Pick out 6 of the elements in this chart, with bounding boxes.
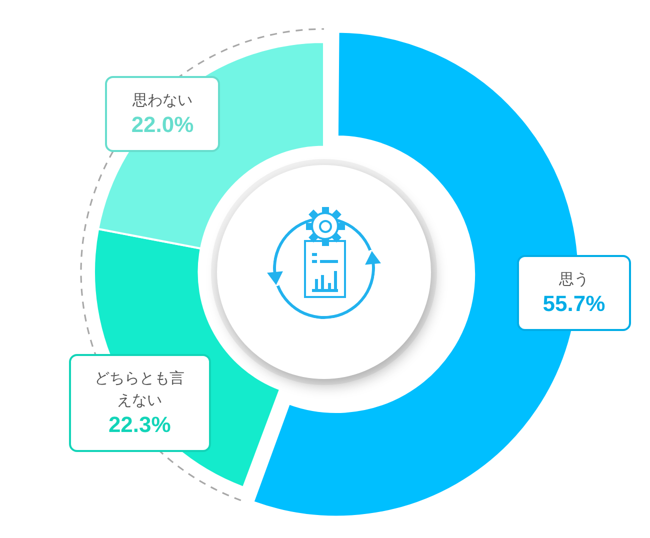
slice-label: 思わない bbox=[132, 90, 194, 111]
data-label: 22.0% bbox=[131, 110, 194, 139]
data-label: 55.7% bbox=[542, 290, 606, 318]
slice-label: 思う bbox=[558, 269, 590, 290]
data-label: 22.3% bbox=[108, 410, 171, 439]
slice-label: どちらとも言えない bbox=[94, 368, 186, 411]
